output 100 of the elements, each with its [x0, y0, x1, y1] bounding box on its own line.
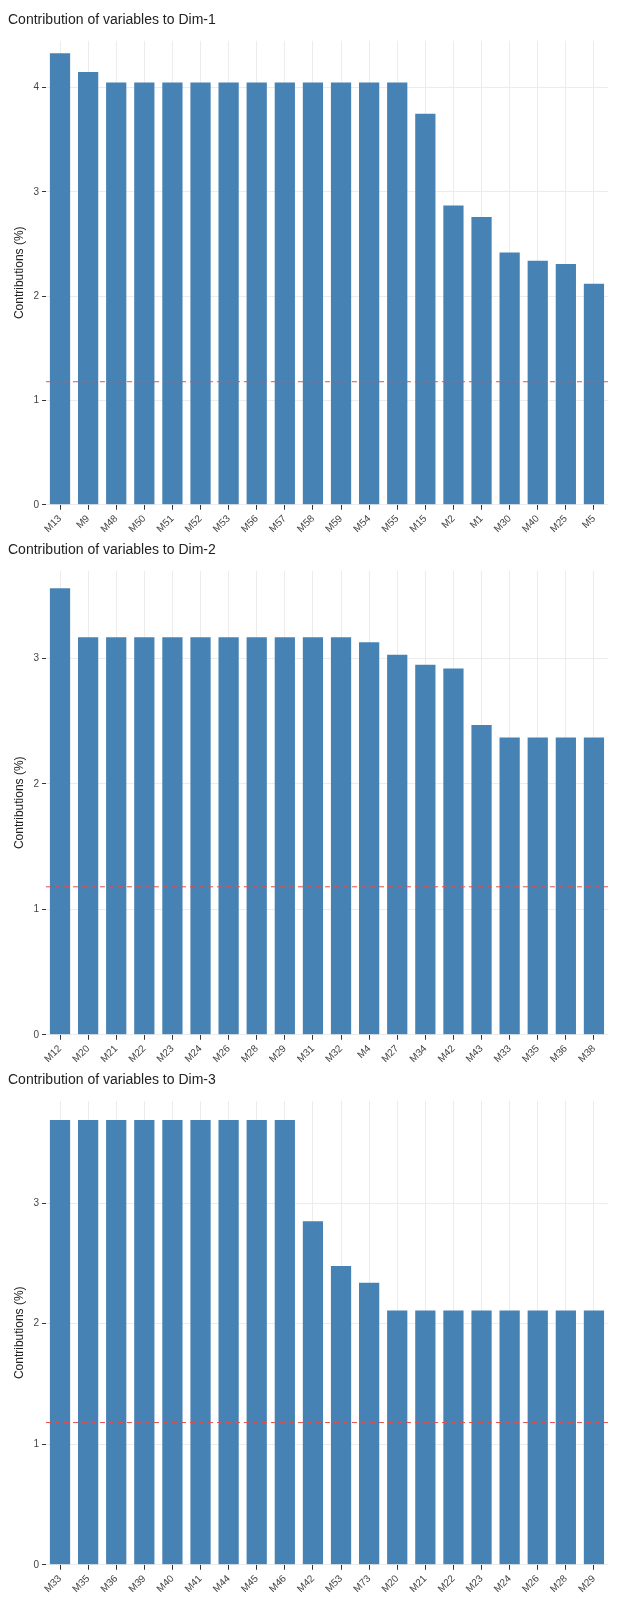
bar — [443, 668, 464, 1035]
x-tick-label: M20 — [69, 1042, 92, 1065]
bar — [499, 1310, 520, 1565]
bar — [583, 283, 605, 505]
bar — [246, 1120, 267, 1565]
x-tick-label: M55 — [379, 512, 401, 535]
x-tick-label: M1 — [467, 512, 486, 531]
x-tick-label: M30 — [491, 512, 514, 535]
bar — [499, 252, 520, 505]
x-tick-label: M42 — [294, 1572, 317, 1595]
bar — [78, 1120, 99, 1565]
bar — [78, 637, 99, 1035]
y-tick-label: 0 — [33, 1028, 40, 1040]
x-tick-label: M36 — [98, 1572, 120, 1595]
y-axis-title: Contributions (%) — [11, 226, 26, 320]
chart-title: Contribution of variables to Dim-2 — [8, 541, 216, 558]
x-tick-label: M29 — [266, 1042, 289, 1065]
x-tick-label: M35 — [69, 1572, 92, 1595]
y-tick-label: 0 — [33, 1558, 40, 1570]
x-tick-label: M41 — [182, 1572, 205, 1595]
bar — [330, 82, 352, 505]
bar — [302, 1221, 324, 1565]
bar — [190, 1120, 211, 1565]
x-tick-label: M43 — [463, 1042, 486, 1065]
bar — [78, 72, 99, 505]
bar — [162, 637, 183, 1035]
bar — [330, 1265, 352, 1565]
bar — [246, 82, 267, 505]
bar — [499, 737, 520, 1035]
bar — [415, 113, 436, 505]
bar — [443, 1310, 464, 1565]
bar — [134, 82, 155, 505]
y-tick-label: 3 — [33, 652, 40, 664]
y-tick-label: 2 — [33, 289, 40, 301]
bar — [302, 82, 324, 505]
bar — [134, 637, 155, 1035]
x-tick-label: M23 — [154, 1042, 177, 1065]
x-tick-label: M12 — [41, 1042, 64, 1065]
y-tick-label: 2 — [33, 777, 40, 789]
bar — [162, 1120, 183, 1565]
y-tick-label: 1 — [33, 903, 40, 915]
bar — [387, 654, 408, 1035]
bar — [49, 588, 71, 1035]
bar — [415, 1310, 436, 1565]
x-tick-label: M46 — [266, 1572, 289, 1595]
x-tick-label: M45 — [238, 1572, 261, 1595]
x-tick-label: M26 — [519, 1572, 542, 1595]
x-tick-label: M38 — [575, 1042, 598, 1065]
bar — [218, 1120, 239, 1565]
x-tick-label: M53 — [322, 1572, 345, 1595]
x-tick-label: M48 — [98, 512, 120, 535]
x-tick-label: M28 — [547, 1572, 570, 1595]
bar — [359, 642, 380, 1035]
bar — [471, 217, 492, 505]
bar — [527, 737, 548, 1035]
bar — [471, 1310, 492, 1565]
x-tick-label: M28 — [238, 1042, 261, 1065]
x-tick-label: M42 — [435, 1042, 458, 1065]
x-tick-label: M44 — [210, 1572, 233, 1595]
bar — [387, 82, 408, 505]
bar — [415, 664, 436, 1035]
x-tick-label: M27 — [379, 1042, 401, 1065]
x-tick-label: M4 — [354, 1042, 373, 1061]
x-tick-label: M5 — [579, 512, 598, 531]
x-tick-label: M51 — [154, 512, 177, 535]
y-tick-label: 3 — [33, 185, 40, 197]
bar — [49, 53, 71, 505]
bar — [471, 725, 492, 1035]
bar — [359, 1282, 380, 1565]
x-tick-label: M39 — [126, 1572, 148, 1595]
bar — [190, 82, 211, 505]
x-tick-label: M29 — [575, 1572, 598, 1595]
x-tick-label: M36 — [547, 1042, 570, 1065]
y-axis-title: Contributions (%) — [11, 756, 26, 850]
x-tick-label: M34 — [407, 1042, 430, 1065]
bar — [583, 1310, 605, 1565]
bar — [134, 1120, 155, 1565]
y-tick-label: 3 — [33, 1196, 40, 1208]
bar — [218, 637, 239, 1035]
x-tick-label: M56 — [238, 512, 261, 535]
bar — [274, 637, 295, 1035]
bar — [190, 637, 211, 1035]
x-tick-label: M21 — [407, 1572, 430, 1595]
x-tick-label: M9 — [73, 512, 92, 531]
x-tick-label: M20 — [379, 1572, 401, 1595]
x-tick-label: M13 — [41, 512, 64, 535]
bar — [162, 82, 183, 505]
y-axis-title: Contributions (%) — [11, 1286, 26, 1380]
bar — [274, 82, 295, 505]
x-tick-label: M50 — [126, 512, 148, 535]
y-tick-label: 1 — [33, 1438, 40, 1449]
bar — [330, 637, 352, 1035]
bar — [302, 637, 324, 1035]
bar — [443, 205, 464, 505]
bar — [246, 637, 267, 1035]
x-tick-label: M58 — [294, 512, 317, 535]
bar — [274, 1120, 295, 1565]
x-tick-label: M32 — [322, 1042, 345, 1065]
bar — [49, 1120, 71, 1565]
bar — [555, 1310, 576, 1565]
